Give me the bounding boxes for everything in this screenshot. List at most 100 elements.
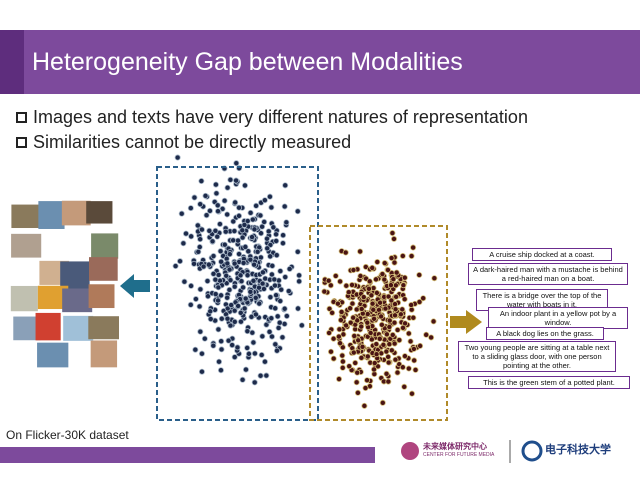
text-point <box>388 297 395 304</box>
text-point <box>390 276 397 283</box>
image-point <box>283 313 290 320</box>
photo <box>38 201 65 229</box>
image-point <box>238 278 245 285</box>
image-point <box>223 272 230 279</box>
image-point <box>228 302 235 309</box>
text-point <box>364 319 371 326</box>
text-point <box>401 274 408 281</box>
image-point <box>188 282 195 289</box>
image-point <box>197 236 204 243</box>
image-point <box>192 296 199 303</box>
image-point <box>187 301 194 308</box>
text-point <box>358 305 365 312</box>
text-point <box>349 281 356 288</box>
text-point <box>431 275 438 282</box>
photo <box>61 200 91 226</box>
text-point <box>430 318 437 325</box>
text-point <box>383 331 390 338</box>
text-point <box>378 321 385 328</box>
image-point <box>239 227 246 234</box>
text-point <box>373 289 380 296</box>
text-point <box>410 345 417 352</box>
text-point <box>353 379 360 386</box>
text-point <box>335 333 342 340</box>
image-point <box>191 194 198 201</box>
image-point <box>237 309 244 316</box>
text-point <box>405 330 412 337</box>
logo-text: 未来媒体研究中心 <box>423 442 487 451</box>
image-point <box>277 268 284 275</box>
image-region <box>156 166 319 421</box>
image-point <box>257 212 264 219</box>
image-point <box>285 288 292 295</box>
text-point <box>389 331 396 338</box>
text-point <box>349 300 356 307</box>
image-point <box>222 228 229 235</box>
image-point <box>214 233 221 240</box>
text-point <box>400 324 407 331</box>
text-point <box>364 377 371 384</box>
text-point <box>354 389 361 396</box>
image-point <box>278 286 285 293</box>
image-point <box>242 243 249 250</box>
text-point <box>379 399 386 406</box>
photo-collage <box>10 200 120 368</box>
text-point <box>327 348 334 355</box>
image-point <box>282 274 289 281</box>
image-point <box>192 346 199 353</box>
image-point <box>218 338 225 345</box>
text-point <box>321 288 328 295</box>
photo <box>88 284 115 309</box>
photo <box>35 312 61 341</box>
image-point <box>251 226 258 233</box>
image-point <box>221 241 228 248</box>
image-point <box>200 263 207 270</box>
image-point <box>212 181 219 188</box>
image-point <box>251 261 258 268</box>
text-point <box>397 311 404 318</box>
image-point <box>249 216 256 223</box>
image-point <box>267 253 274 260</box>
image-point <box>216 221 223 228</box>
image-point <box>298 322 305 329</box>
image-point <box>273 347 280 354</box>
image-point <box>275 324 282 331</box>
image-point <box>226 251 233 258</box>
image-point <box>231 260 238 267</box>
text-point <box>382 305 389 312</box>
dataset-note: On Flicker-30K dataset <box>6 428 129 442</box>
image-point <box>249 234 256 241</box>
image-point <box>221 197 228 204</box>
text-point <box>345 289 352 296</box>
text-point <box>376 335 383 342</box>
image-point <box>197 328 204 335</box>
image-point <box>236 212 243 219</box>
text-point <box>364 353 371 360</box>
image-point <box>174 154 181 161</box>
image-point <box>177 258 184 265</box>
text-point <box>371 315 378 322</box>
image-point <box>210 342 217 349</box>
image-point <box>202 192 209 199</box>
image-point <box>206 227 213 234</box>
image-point <box>207 308 214 315</box>
image-point <box>234 344 241 351</box>
text-point <box>357 272 364 279</box>
text-point <box>388 255 395 262</box>
text-point <box>354 369 361 376</box>
image-point <box>212 291 219 298</box>
image-point <box>268 204 275 211</box>
image-point <box>218 258 225 265</box>
footer-bar <box>0 447 375 463</box>
image-point <box>270 224 277 231</box>
text-point <box>373 341 380 348</box>
text-point <box>383 370 390 377</box>
text-point <box>417 342 424 349</box>
text-point <box>401 296 408 303</box>
text-point <box>330 355 337 362</box>
image-point <box>247 209 254 216</box>
text-point <box>393 293 400 300</box>
image-point <box>281 305 288 312</box>
image-point <box>268 333 275 340</box>
image-point <box>247 256 254 263</box>
